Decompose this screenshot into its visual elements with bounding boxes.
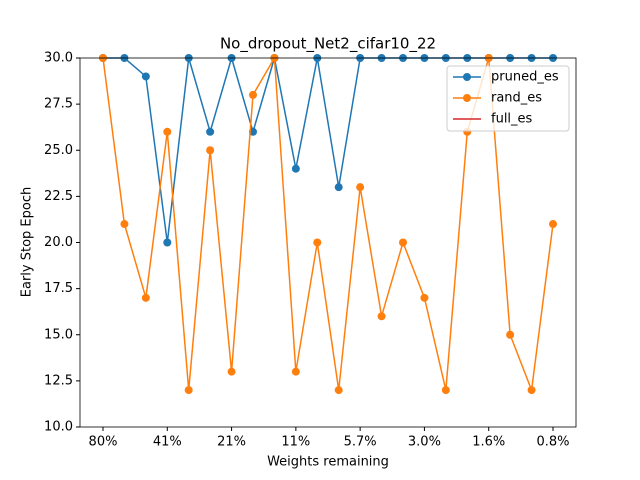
- y-tick-label: 22.5: [44, 189, 73, 204]
- plot-frame: [79, 57, 577, 428]
- data-point: [356, 183, 365, 192]
- data-point: [441, 386, 450, 395]
- legend-marker: [463, 94, 471, 102]
- legend-label: full_es: [491, 112, 533, 127]
- data-point: [120, 220, 129, 229]
- legend-label: rand_es: [491, 91, 542, 106]
- data-point: [527, 386, 536, 395]
- data-point: [206, 127, 215, 136]
- data-point: [184, 386, 193, 395]
- chart-title: No_dropout_Net2_cifar10_22: [220, 35, 436, 54]
- data-point: [334, 386, 343, 395]
- data-point: [291, 367, 300, 376]
- x-tick-label: 41%: [153, 435, 182, 450]
- data-point: [506, 330, 515, 339]
- y-tick-label: 25.0: [44, 143, 73, 158]
- x-tick-label: 11%: [281, 435, 310, 450]
- x-tick-label: 21%: [217, 435, 246, 450]
- data-point: [549, 220, 557, 229]
- y-tick-label: 30.0: [44, 51, 73, 66]
- data-point: [377, 312, 386, 321]
- legend-box: [446, 65, 570, 132]
- y-axis-label: Early Stop Epoch: [20, 187, 35, 297]
- y-tick-label: 10.0: [44, 420, 73, 435]
- data-point: [399, 238, 407, 247]
- data-point: [249, 90, 257, 99]
- data-point: [420, 293, 429, 302]
- x-tick-label: 0.8%: [536, 435, 569, 450]
- data-point: [163, 238, 172, 247]
- x-axis-label: Weights remaining: [267, 455, 389, 470]
- y-tick-label: 15.0: [44, 327, 73, 342]
- data-point: [141, 72, 150, 81]
- legend-label: pruned_es: [491, 70, 559, 85]
- data-point: [334, 183, 343, 192]
- y-tick-label: 27.5: [44, 97, 73, 112]
- data-point: [163, 127, 172, 136]
- legend-marker: [463, 73, 471, 81]
- x-tick-label: 80%: [89, 435, 118, 450]
- y-tick-label: 12.5: [44, 373, 73, 388]
- y-tick-label: 20.0: [44, 235, 73, 250]
- data-point: [141, 293, 150, 302]
- y-tick-label: 17.5: [44, 281, 73, 296]
- data-point: [291, 164, 300, 173]
- x-tick-label: 5.7%: [344, 435, 377, 450]
- x-tick-label: 1.6%: [472, 435, 505, 450]
- data-point: [206, 146, 215, 155]
- x-tick-label: 3.0%: [408, 435, 441, 450]
- data-point: [313, 238, 322, 247]
- data-point: [227, 367, 236, 376]
